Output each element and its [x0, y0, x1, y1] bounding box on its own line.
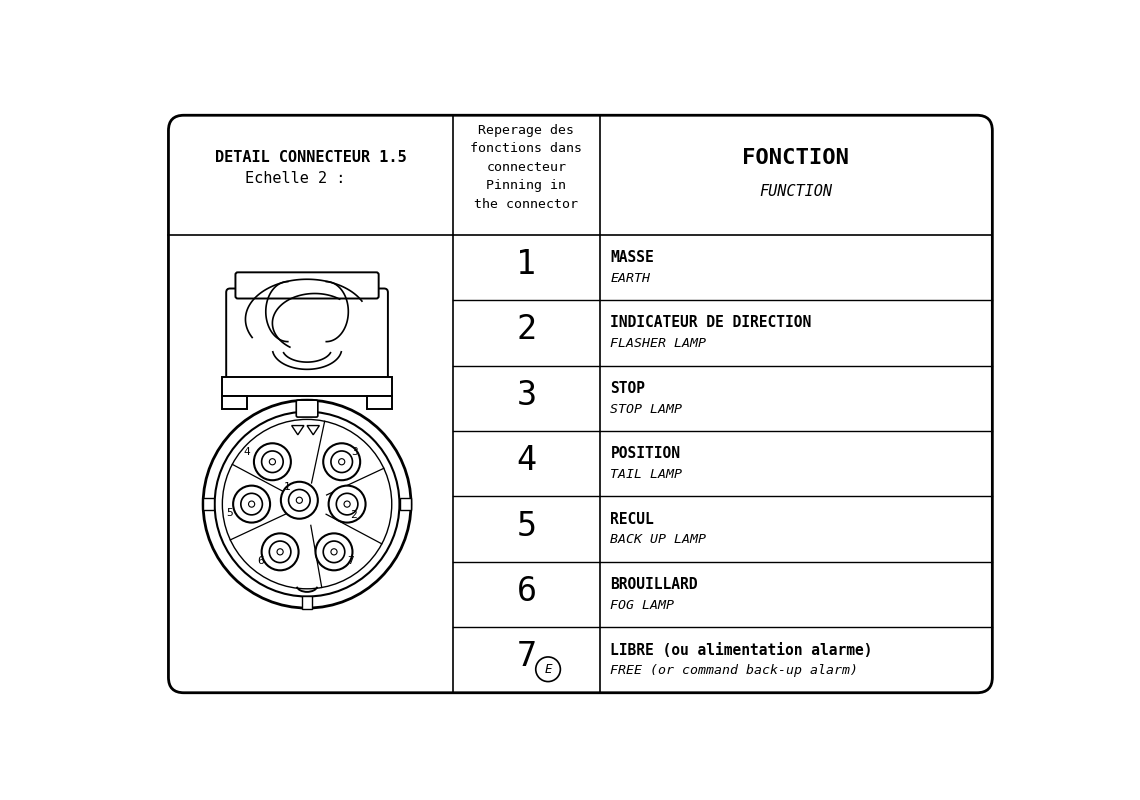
- Circle shape: [280, 482, 318, 518]
- Text: FONCTION: FONCTION: [742, 148, 849, 168]
- Text: 2: 2: [350, 510, 357, 520]
- Text: STOP: STOP: [610, 381, 645, 396]
- Circle shape: [203, 400, 412, 608]
- Bar: [203, 498, 214, 510]
- Circle shape: [328, 486, 366, 522]
- Bar: [400, 498, 412, 510]
- Text: BACK UP LAMP: BACK UP LAMP: [610, 534, 707, 546]
- Text: 4: 4: [244, 446, 251, 457]
- Text: 1: 1: [516, 248, 537, 281]
- Circle shape: [277, 549, 283, 555]
- Text: 4: 4: [516, 444, 537, 477]
- Circle shape: [536, 657, 561, 682]
- Circle shape: [339, 458, 344, 465]
- Circle shape: [269, 458, 276, 465]
- Circle shape: [261, 451, 283, 473]
- Circle shape: [222, 419, 392, 589]
- Text: 7: 7: [347, 556, 353, 566]
- Circle shape: [249, 501, 254, 507]
- Text: 7: 7: [516, 641, 537, 674]
- Text: FLASHER LAMP: FLASHER LAMP: [610, 337, 707, 350]
- Circle shape: [261, 534, 299, 570]
- Text: 6: 6: [516, 575, 537, 608]
- Text: E: E: [544, 662, 552, 676]
- Bar: [222, 377, 392, 396]
- Text: FOG LAMP: FOG LAMP: [610, 599, 675, 612]
- Text: Reperage des
fonctions dans
connecteur
Pinning in
the connector: Reperage des fonctions dans connecteur P…: [471, 124, 583, 210]
- Circle shape: [331, 549, 337, 555]
- Circle shape: [296, 497, 302, 503]
- FancyBboxPatch shape: [169, 115, 992, 693]
- Text: 1: 1: [284, 482, 291, 492]
- Text: LIBRE (ou alimentation alarme): LIBRE (ou alimentation alarme): [610, 642, 873, 658]
- Circle shape: [336, 494, 358, 515]
- Text: 5: 5: [227, 508, 234, 518]
- FancyBboxPatch shape: [226, 289, 388, 381]
- Bar: [302, 597, 312, 609]
- Text: 5: 5: [516, 510, 537, 542]
- Text: 6: 6: [258, 556, 264, 566]
- Polygon shape: [292, 426, 304, 435]
- Circle shape: [324, 541, 344, 562]
- Text: EARTH: EARTH: [610, 272, 651, 285]
- Circle shape: [324, 443, 360, 480]
- FancyBboxPatch shape: [236, 272, 378, 298]
- Text: INDICATEUR DE DIRECTION: INDICATEUR DE DIRECTION: [610, 315, 812, 330]
- Text: STOP LAMP: STOP LAMP: [610, 402, 683, 415]
- Text: 2: 2: [516, 313, 537, 346]
- Circle shape: [254, 443, 291, 480]
- Text: 3: 3: [516, 378, 537, 412]
- Bar: [367, 396, 392, 409]
- Circle shape: [288, 490, 310, 511]
- Text: POSITION: POSITION: [610, 446, 681, 461]
- Text: RECUL: RECUL: [610, 512, 654, 526]
- Text: Echelle 2 :: Echelle 2 :: [245, 171, 345, 186]
- Text: FREE (or command back-up alarm): FREE (or command back-up alarm): [610, 664, 858, 678]
- Bar: [222, 396, 247, 409]
- Text: TAIL LAMP: TAIL LAMP: [610, 468, 683, 481]
- Circle shape: [234, 486, 270, 522]
- Circle shape: [344, 501, 350, 507]
- Polygon shape: [307, 426, 319, 435]
- FancyBboxPatch shape: [296, 400, 318, 417]
- Text: DETAIL CONNECTEUR 1.5: DETAIL CONNECTEUR 1.5: [215, 150, 407, 165]
- Text: MASSE: MASSE: [610, 250, 654, 265]
- Circle shape: [331, 451, 352, 473]
- Text: BROUILLARD: BROUILLARD: [610, 577, 698, 592]
- Text: FUNCTION: FUNCTION: [759, 184, 832, 199]
- Text: 3: 3: [351, 446, 358, 457]
- Circle shape: [214, 412, 399, 597]
- Circle shape: [241, 494, 262, 515]
- Circle shape: [269, 541, 291, 562]
- Circle shape: [316, 534, 352, 570]
